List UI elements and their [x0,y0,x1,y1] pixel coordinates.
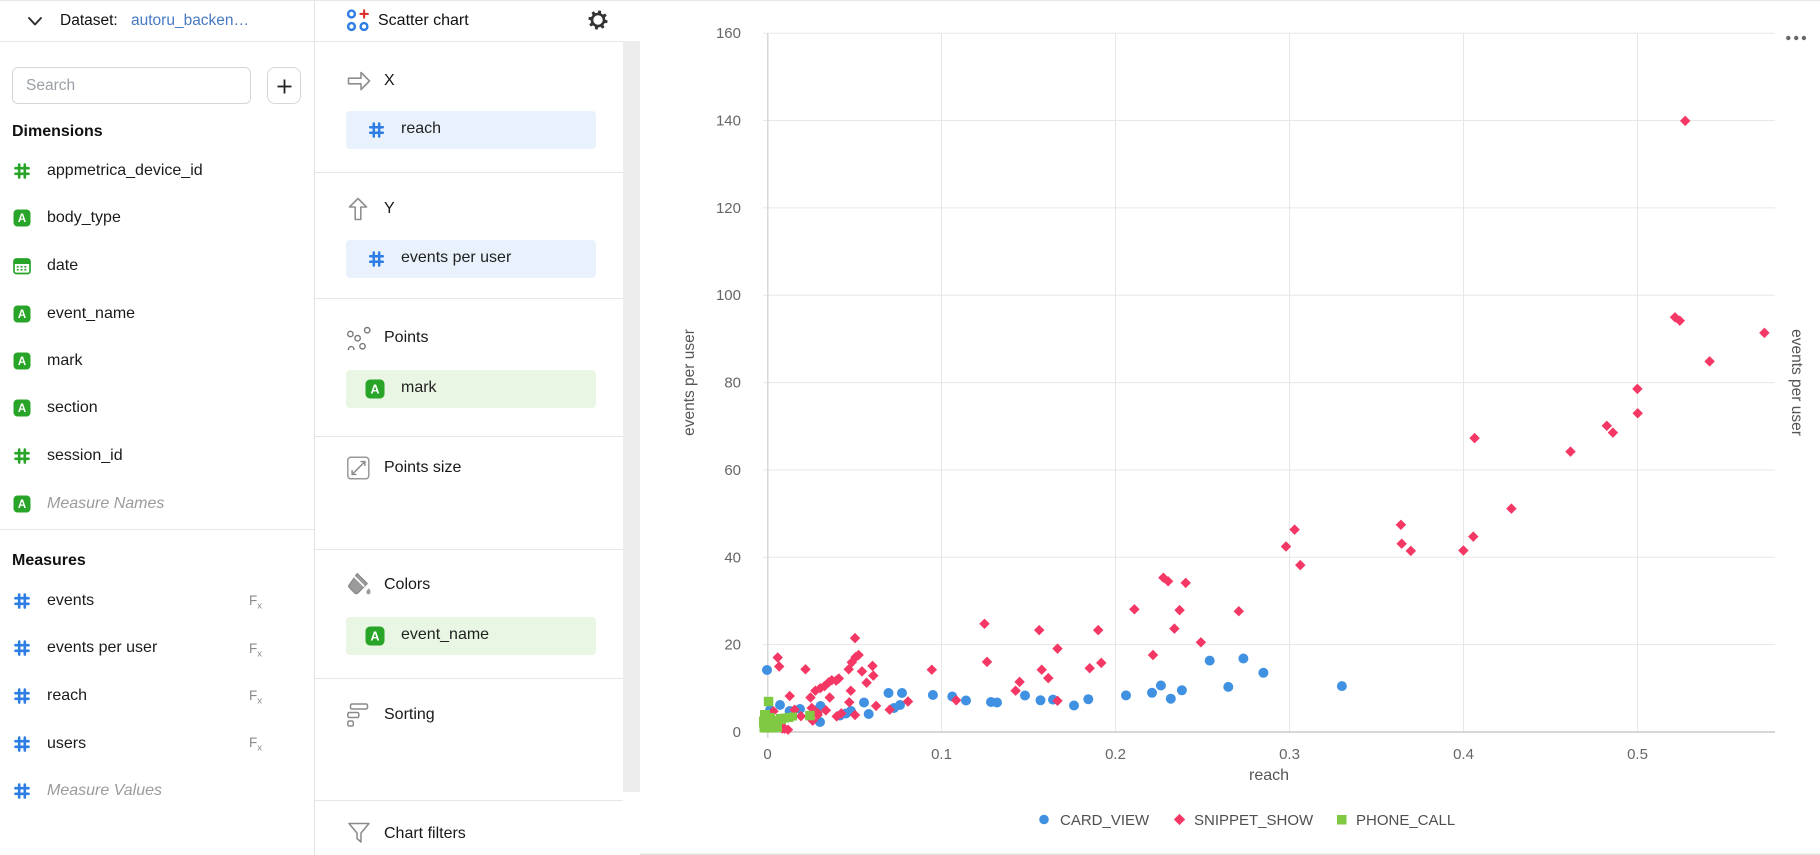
svg-text:A: A [18,356,26,368]
svg-text:60: 60 [724,462,741,479]
svg-text:40: 40 [724,549,741,566]
svg-text:A: A [370,630,379,644]
svg-text:SNIPPET_SHOW: SNIPPET_SHOW [1194,812,1314,829]
svg-text:100: 100 [716,287,741,304]
svg-text:120: 120 [716,200,741,217]
svg-text:events per user: events per user [681,329,698,436]
svg-text:A: A [18,403,26,415]
svg-text:20: 20 [724,637,741,654]
svg-text:A: A [18,213,26,225]
svg-text:0.3: 0.3 [1279,746,1300,763]
svg-text:0.5: 0.5 [1627,746,1648,763]
svg-text:A: A [18,309,26,321]
svg-text:0: 0 [733,724,741,741]
svg-text:CARD_VIEW: CARD_VIEW [1060,812,1150,829]
svg-text:events per user: events per user [1788,329,1805,436]
svg-text:A: A [370,383,379,397]
svg-text:160: 160 [716,25,741,42]
svg-text:0.2: 0.2 [1105,746,1126,763]
svg-text:80: 80 [724,375,741,392]
svg-text:PHONE_CALL: PHONE_CALL [1356,812,1455,829]
svg-text:reach: reach [1249,767,1289,784]
svg-text:0.1: 0.1 [931,746,952,763]
svg-text:A: A [18,499,26,511]
svg-text:140: 140 [716,113,741,130]
svg-text:0.4: 0.4 [1453,746,1474,763]
svg-text:0: 0 [763,746,771,763]
